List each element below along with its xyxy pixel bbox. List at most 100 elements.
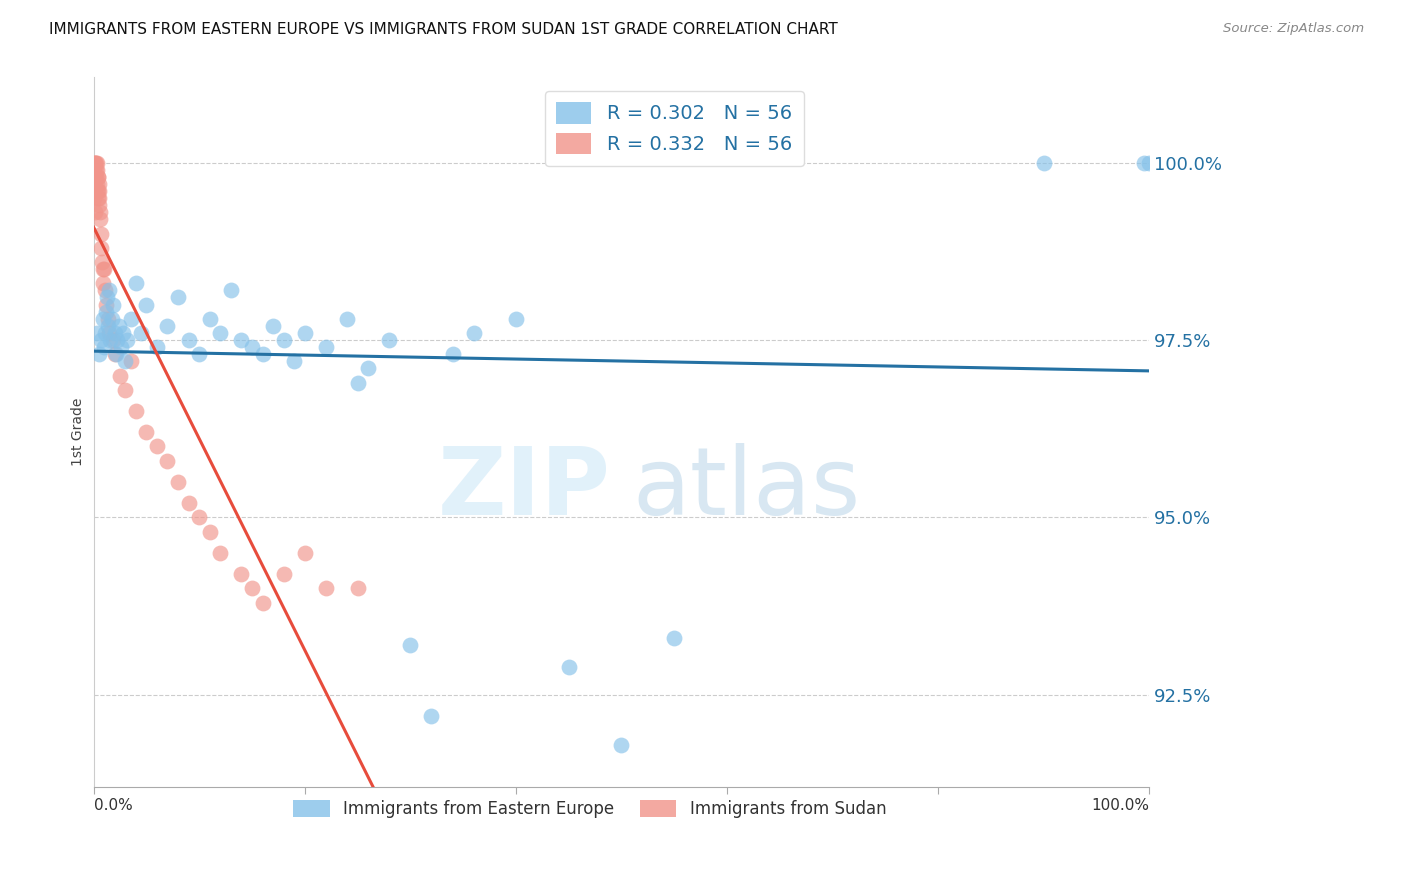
Point: [198, 524, 221, 539]
Point: [219, 284, 242, 298]
Point: [315, 582, 337, 596]
Point: [86, 184, 108, 198]
Point: [114, 354, 136, 368]
Point: [129, 326, 152, 340]
Point: [135, 425, 157, 440]
Point: [557, 659, 579, 673]
Point: [104, 326, 127, 340]
Point: [231, 567, 253, 582]
Point: [283, 354, 305, 368]
Point: [505, 311, 527, 326]
Point: [86, 169, 108, 184]
Point: [252, 596, 274, 610]
Point: [378, 333, 401, 347]
Point: [101, 333, 124, 347]
Point: [108, 368, 131, 383]
Point: [357, 361, 380, 376]
Point: [97, 311, 120, 326]
Point: [90, 241, 112, 255]
Point: [89, 191, 111, 205]
Text: 0.0%: 0.0%: [94, 797, 132, 813]
Point: [117, 333, 139, 347]
Point: [83, 155, 105, 169]
Point: [84, 155, 107, 169]
Point: [84, 155, 107, 169]
Point: [91, 255, 114, 269]
Point: [86, 155, 108, 169]
Point: [112, 326, 135, 340]
Point: [86, 326, 108, 340]
Point: [93, 340, 115, 354]
Point: [420, 709, 443, 723]
Point: [294, 546, 316, 560]
Point: [110, 340, 132, 354]
Point: [156, 318, 179, 333]
Point: [463, 326, 485, 340]
Point: [114, 383, 136, 397]
Point: [87, 169, 110, 184]
Point: [273, 567, 295, 582]
Text: Source: ZipAtlas.com: Source: ZipAtlas.com: [1223, 22, 1364, 36]
Point: [209, 546, 232, 560]
Point: [84, 177, 107, 191]
Point: [120, 311, 142, 326]
Point: [91, 277, 114, 291]
Point: [83, 155, 105, 169]
Point: [89, 205, 111, 219]
Point: [94, 326, 117, 340]
Point: [93, 262, 115, 277]
Point: [1139, 155, 1161, 169]
Point: [610, 738, 633, 752]
Text: ZIP: ZIP: [439, 443, 612, 535]
Point: [177, 333, 200, 347]
Point: [252, 347, 274, 361]
Point: [664, 631, 686, 645]
Text: 100.0%: 100.0%: [1091, 797, 1150, 813]
Point: [86, 177, 108, 191]
Point: [83, 169, 105, 184]
Point: [125, 277, 148, 291]
Point: [100, 333, 122, 347]
Legend: Immigrants from Eastern Europe, Immigrants from Sudan: Immigrants from Eastern Europe, Immigran…: [287, 794, 893, 825]
Point: [87, 198, 110, 212]
Point: [94, 284, 117, 298]
Y-axis label: 1st Grade: 1st Grade: [72, 398, 86, 467]
Point: [105, 333, 128, 347]
Point: [91, 262, 114, 277]
Point: [96, 304, 118, 318]
Point: [315, 340, 337, 354]
Point: [399, 638, 422, 652]
Point: [209, 326, 232, 340]
Point: [96, 290, 118, 304]
Point: [83, 205, 105, 219]
Point: [87, 191, 110, 205]
Point: [188, 510, 211, 524]
Point: [97, 318, 120, 333]
Point: [83, 191, 105, 205]
Point: [84, 169, 107, 184]
Point: [108, 318, 131, 333]
Point: [90, 227, 112, 241]
Point: [146, 340, 169, 354]
Point: [91, 311, 114, 326]
Point: [100, 311, 122, 326]
Point: [167, 290, 190, 304]
Point: [98, 284, 121, 298]
Point: [198, 311, 221, 326]
Point: [83, 162, 105, 177]
Point: [86, 162, 108, 177]
Point: [294, 326, 316, 340]
Point: [441, 347, 464, 361]
Point: [90, 333, 112, 347]
Point: [240, 340, 263, 354]
Point: [120, 354, 142, 368]
Point: [346, 582, 368, 596]
Point: [87, 184, 110, 198]
Point: [98, 326, 121, 340]
Point: [89, 212, 111, 227]
Point: [104, 347, 127, 361]
Text: atlas: atlas: [633, 443, 860, 535]
Point: [346, 376, 368, 390]
Point: [336, 311, 359, 326]
Point: [240, 582, 263, 596]
